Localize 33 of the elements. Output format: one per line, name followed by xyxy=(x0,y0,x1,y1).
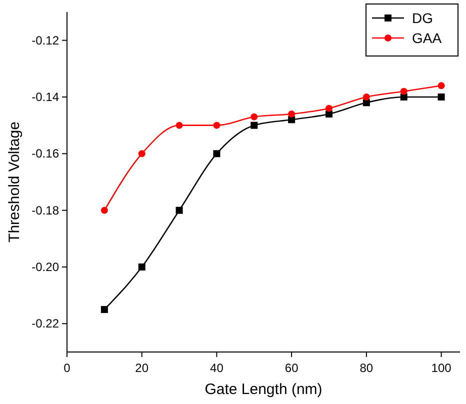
x-axis-title: Gate Length (nm) xyxy=(204,381,322,398)
point xyxy=(213,150,220,158)
y-axis-title: Threshold Voltage xyxy=(6,122,23,242)
point xyxy=(213,122,220,129)
point xyxy=(100,306,108,313)
x-tick-label: 20 xyxy=(135,361,149,375)
y-tick-label: -0.16 xyxy=(32,146,60,161)
x-tick-label: 40 xyxy=(210,361,224,375)
y-tick-label: -0.22 xyxy=(32,316,60,331)
y-tick-label: -0.12 xyxy=(32,33,60,48)
y-tick-label: -0.20 xyxy=(32,260,60,274)
point xyxy=(250,122,258,129)
x-tick-label: 100 xyxy=(431,361,452,375)
point xyxy=(100,206,108,214)
point xyxy=(400,88,408,95)
legend-label: GAA xyxy=(412,30,442,46)
point xyxy=(288,110,296,118)
y-tick-label: -0.18 xyxy=(32,203,60,218)
point xyxy=(400,94,408,100)
x-tick-label: 0 xyxy=(64,361,71,375)
x-tick-label: 80 xyxy=(360,361,374,375)
point xyxy=(438,82,445,90)
point xyxy=(138,264,146,270)
point xyxy=(138,150,146,158)
point xyxy=(176,206,183,214)
legend-label: DG xyxy=(412,10,433,26)
point xyxy=(438,94,445,100)
x-tick-label: 60 xyxy=(284,361,299,375)
point xyxy=(362,94,370,100)
point xyxy=(176,122,183,129)
point xyxy=(326,104,332,112)
point xyxy=(250,113,258,120)
y-tick-label: -0.14 xyxy=(32,90,60,104)
